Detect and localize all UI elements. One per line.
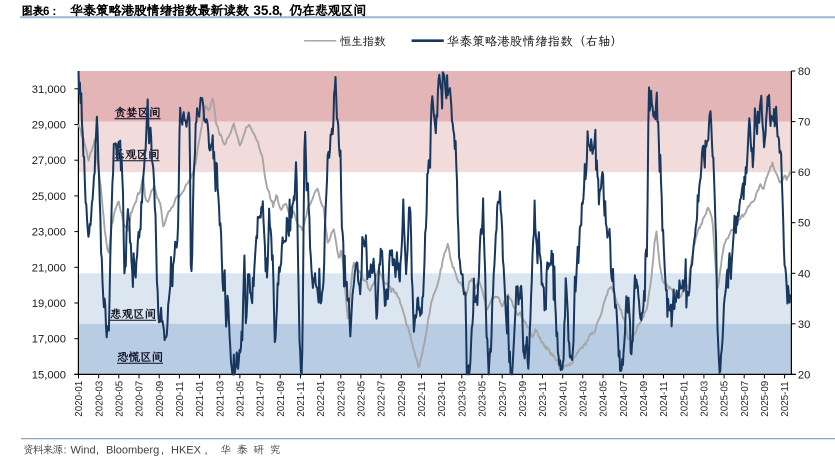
svg-text:30: 30	[798, 319, 810, 331]
svg-text:20: 20	[798, 369, 810, 381]
svg-text:27,000: 27,000	[32, 155, 66, 167]
svg-text:2021-09: 2021-09	[276, 381, 287, 417]
svg-text:2025-11: 2025-11	[780, 381, 791, 416]
svg-text:2021-07: 2021-07	[256, 381, 267, 417]
svg-text:2023-03: 2023-03	[457, 380, 468, 417]
svg-text:2022-01: 2022-01	[316, 381, 327, 417]
svg-text:17,000: 17,000	[32, 334, 66, 346]
svg-text:2024-03: 2024-03	[578, 380, 589, 417]
svg-text::: :	[52, 4, 56, 18]
svg-text:2020-05: 2020-05	[114, 380, 125, 417]
svg-text:,: ,	[161, 444, 164, 456]
svg-text:29,000: 29,000	[32, 120, 66, 132]
svg-text:2025-05: 2025-05	[720, 380, 731, 417]
svg-text:60: 60	[798, 167, 810, 179]
svg-text:,: ,	[279, 3, 283, 18]
svg-text:70: 70	[798, 117, 810, 129]
svg-text:2024-11: 2024-11	[659, 381, 670, 416]
svg-text:2023-11: 2023-11	[538, 381, 549, 416]
svg-text:80: 80	[798, 66, 810, 78]
svg-text:2022-07: 2022-07	[377, 381, 388, 417]
svg-text:2025-03: 2025-03	[700, 380, 711, 417]
svg-text:2021-03: 2021-03	[215, 380, 226, 417]
svg-text:2022-11: 2022-11	[417, 381, 428, 416]
svg-text:2024-05: 2024-05	[599, 380, 610, 417]
svg-text:2022-03: 2022-03	[336, 380, 347, 417]
svg-text:40: 40	[798, 268, 810, 280]
svg-text:2020-01: 2020-01	[74, 381, 85, 417]
svg-text:2020-09: 2020-09	[155, 381, 166, 417]
svg-text:31,000: 31,000	[32, 84, 66, 96]
svg-text:2024-09: 2024-09	[639, 381, 650, 417]
svg-text:2024-07: 2024-07	[619, 381, 630, 417]
svg-text:2020-07: 2020-07	[135, 381, 146, 417]
svg-text:6: 6	[43, 6, 49, 18]
svg-text:HKEX: HKEX	[171, 444, 202, 456]
svg-text:2024-01: 2024-01	[558, 381, 569, 417]
svg-text:25,000: 25,000	[32, 191, 66, 203]
svg-text:,: ,	[205, 444, 208, 456]
svg-text:,: ,	[96, 444, 99, 456]
svg-text:2023-05: 2023-05	[478, 380, 489, 417]
svg-text::: :	[64, 444, 67, 456]
svg-text:21,000: 21,000	[32, 262, 66, 274]
svg-text:2022-09: 2022-09	[397, 381, 408, 417]
svg-text:2025-09: 2025-09	[760, 381, 771, 417]
svg-text:23,000: 23,000	[32, 227, 66, 239]
svg-text:19,000: 19,000	[32, 298, 66, 310]
svg-text:2021-01: 2021-01	[195, 381, 206, 417]
svg-text:2025-01: 2025-01	[679, 381, 690, 417]
svg-text:35.8: 35.8	[253, 3, 280, 18]
svg-text:2023-01: 2023-01	[437, 381, 448, 417]
svg-text:50: 50	[798, 218, 810, 230]
svg-text:2022-05: 2022-05	[357, 380, 368, 417]
svg-text:2023-07: 2023-07	[498, 381, 509, 417]
svg-text:Bloomberg: Bloomberg	[106, 444, 159, 456]
svg-text:15,000: 15,000	[32, 369, 66, 381]
svg-text:2021-05: 2021-05	[236, 380, 247, 417]
svg-text:2020-11: 2020-11	[175, 381, 186, 416]
svg-text:2025-07: 2025-07	[740, 381, 751, 417]
svg-text:2020-03: 2020-03	[94, 380, 105, 417]
svg-text:2021-11: 2021-11	[296, 381, 307, 416]
svg-text:Wind: Wind	[71, 444, 96, 456]
svg-text:2023-09: 2023-09	[518, 381, 529, 417]
